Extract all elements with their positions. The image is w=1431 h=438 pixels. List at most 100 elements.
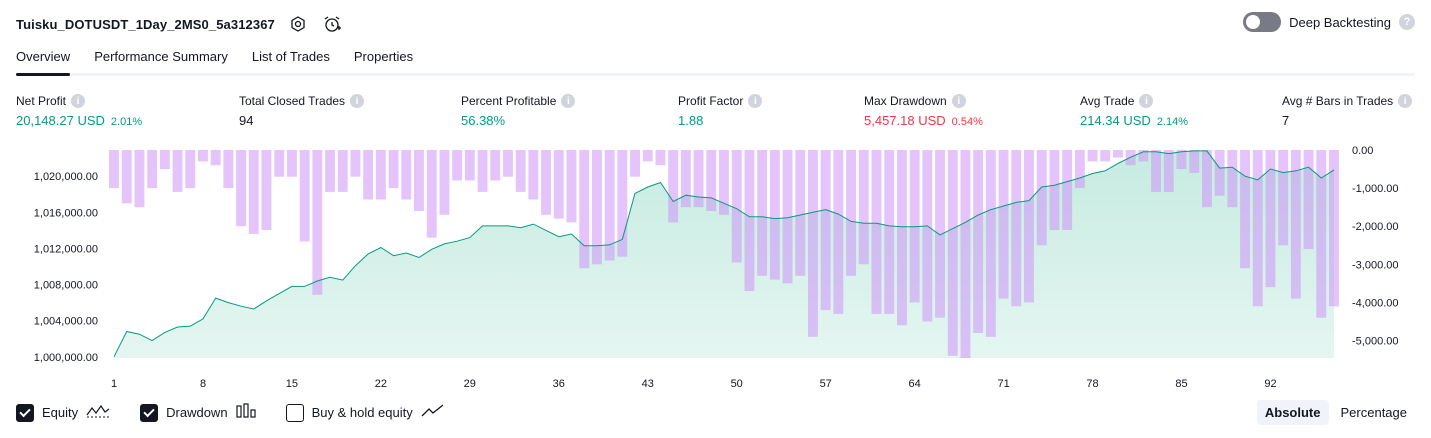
drawdown-bar — [452, 150, 463, 181]
metric-max-drawdown: Max Drawdown i 5,457.18 USD 0.54% — [864, 93, 983, 128]
info-icon[interactable]: i — [350, 94, 365, 108]
drawdown-bar — [261, 150, 272, 230]
drawdown-bar — [566, 150, 577, 223]
help-icon[interactable]: ? — [1399, 14, 1415, 30]
drawdown-bar — [1252, 150, 1263, 307]
drawdown-bar — [884, 150, 895, 314]
drawdown-bar — [1176, 150, 1187, 170]
drawdown-bar — [172, 150, 183, 192]
right-axis-tick: -3,000.00 — [1352, 259, 1398, 271]
alarm-clock-add-icon[interactable] — [321, 13, 343, 35]
info-icon[interactable]: i — [748, 94, 763, 108]
drawdown-bar — [477, 150, 488, 192]
drawdown-bar — [668, 150, 679, 223]
info-icon[interactable]: i — [1139, 94, 1154, 108]
drawdown-bar — [630, 150, 640, 177]
drawdown-bar — [503, 150, 513, 177]
metric-value: 7 — [1282, 113, 1290, 128]
drawdown-bar — [757, 150, 768, 276]
drawdown-bar — [1011, 150, 1022, 307]
info-icon[interactable]: i — [561, 94, 576, 108]
x-axis-tick: 92 — [1264, 378, 1276, 390]
percentage-button[interactable]: Percentage — [1340, 405, 1408, 420]
drawdown-bar — [553, 150, 564, 219]
drawdown-bar — [795, 150, 806, 276]
x-axis-tick: 15 — [286, 378, 298, 390]
drawdown-bar — [236, 150, 246, 227]
drawdown-bar — [274, 150, 285, 177]
left-axis-tick: 1,008,000.00 — [34, 280, 98, 292]
info-icon[interactable]: i — [951, 94, 966, 108]
metric-value: 214.34 USD — [1080, 113, 1151, 128]
drawdown-bar — [719, 150, 729, 215]
metric-avg-trade: Avg Trade i 214.34 USD 2.14% — [1080, 93, 1188, 128]
buy-hold-checkbox[interactable] — [285, 403, 304, 422]
drawdown-checkbox[interactable] — [140, 403, 159, 422]
drawdown-bar — [642, 150, 653, 162]
drawdown-bar — [1202, 150, 1212, 208]
tab-list-of-trades[interactable]: List of Trades — [251, 49, 330, 64]
drawdown-bar — [1329, 150, 1339, 307]
right-axis-tick: -2,000.00 — [1352, 221, 1398, 233]
x-axis-tick: 22 — [375, 378, 387, 390]
drawdown-bar — [1074, 150, 1085, 189]
drawdown-bar — [363, 150, 374, 200]
deep-backtesting-toggle[interactable] — [1243, 12, 1282, 32]
drawdown-bar — [287, 150, 297, 177]
gear-icon[interactable] — [287, 13, 309, 35]
x-axis-tick: 43 — [642, 378, 654, 390]
legend-buy-hold[interactable]: Buy & hold equity — [285, 403, 445, 422]
drawdown-bar — [744, 150, 755, 291]
tab-overview[interactable]: Overview — [16, 44, 71, 76]
drawdown-bar — [846, 150, 856, 276]
drawdown-bar — [592, 150, 602, 265]
drawdown-bar — [109, 150, 119, 189]
drawdown-bar — [439, 150, 450, 215]
info-icon[interactable]: i — [1398, 94, 1413, 108]
strategy-header: Tuisku_DOTUSDT_1Day_2MS0_5a312367 — [16, 10, 343, 38]
drawdown-bar — [388, 150, 399, 189]
drawdown-bar — [973, 150, 984, 333]
equity-checkbox[interactable] — [16, 403, 34, 422]
equity-drawdown-chart[interactable]: 1,020,000.00 1,016,000.00 1,012,000.00 1,00… — [0, 140, 1431, 395]
drawdown-bar — [426, 150, 437, 238]
chart-canvas[interactable]: 1,020,000.00 1,016,000.00 1,012,000.00 1,00… — [0, 140, 1431, 395]
tab-performance-summary[interactable]: Performance Summary — [94, 49, 228, 64]
deep-backtesting-label: Deep Backtesting — [1289, 14, 1391, 30]
x-axis-tick: 36 — [553, 378, 565, 390]
drawdown-bar — [325, 150, 335, 192]
legend-drawdown[interactable]: Drawdown — [140, 403, 256, 422]
drawdown-bar — [147, 150, 158, 189]
tab-properties[interactable]: Properties — [353, 49, 414, 64]
drawdown-bar — [134, 150, 145, 208]
drawdown-bar — [198, 150, 208, 162]
drawdown-bar — [528, 150, 539, 200]
x-axis-tick: 85 — [1175, 378, 1187, 390]
drawdown-bar — [159, 150, 170, 170]
metric-percent: 2.14% — [1156, 116, 1189, 128]
drawdown-bar — [1214, 150, 1225, 196]
metric-label: Profit Factor — [678, 94, 744, 108]
metric-label: Total Closed Trades — [239, 94, 346, 108]
legend-label: Equity — [42, 405, 79, 420]
drawdown-bar — [655, 150, 666, 166]
left-axis-tick: 1,004,000.00 — [34, 316, 98, 328]
right-axis-tick: -4,000.00 — [1352, 298, 1398, 310]
metric-label: Avg # Bars in Trades — [1282, 94, 1394, 108]
metric-profit-factor: Profit Factor i 1.88 — [678, 93, 763, 128]
drawdown-bar — [1290, 150, 1301, 299]
drawdown-bar — [782, 150, 793, 284]
drawdown-bar — [1100, 150, 1111, 162]
absolute-button[interactable]: Absolute — [1256, 400, 1329, 425]
scale-switch: Absolute Percentage — [1256, 400, 1415, 425]
drawdown-bar — [350, 150, 361, 177]
drawdown-bar — [1036, 150, 1047, 246]
drawdown-bar — [1138, 150, 1149, 162]
metric-value: 56.38% — [461, 113, 506, 128]
left-axis-tick: 1,000,000.00 — [34, 352, 98, 364]
drawdown-bar — [680, 150, 691, 208]
legend-equity[interactable]: Equity — [16, 403, 110, 422]
info-icon[interactable]: i — [71, 94, 86, 108]
drawdown-bar — [922, 150, 933, 322]
metric-net-profit: Net Profit i 20,148.27 USD 2.01% — [16, 93, 142, 128]
